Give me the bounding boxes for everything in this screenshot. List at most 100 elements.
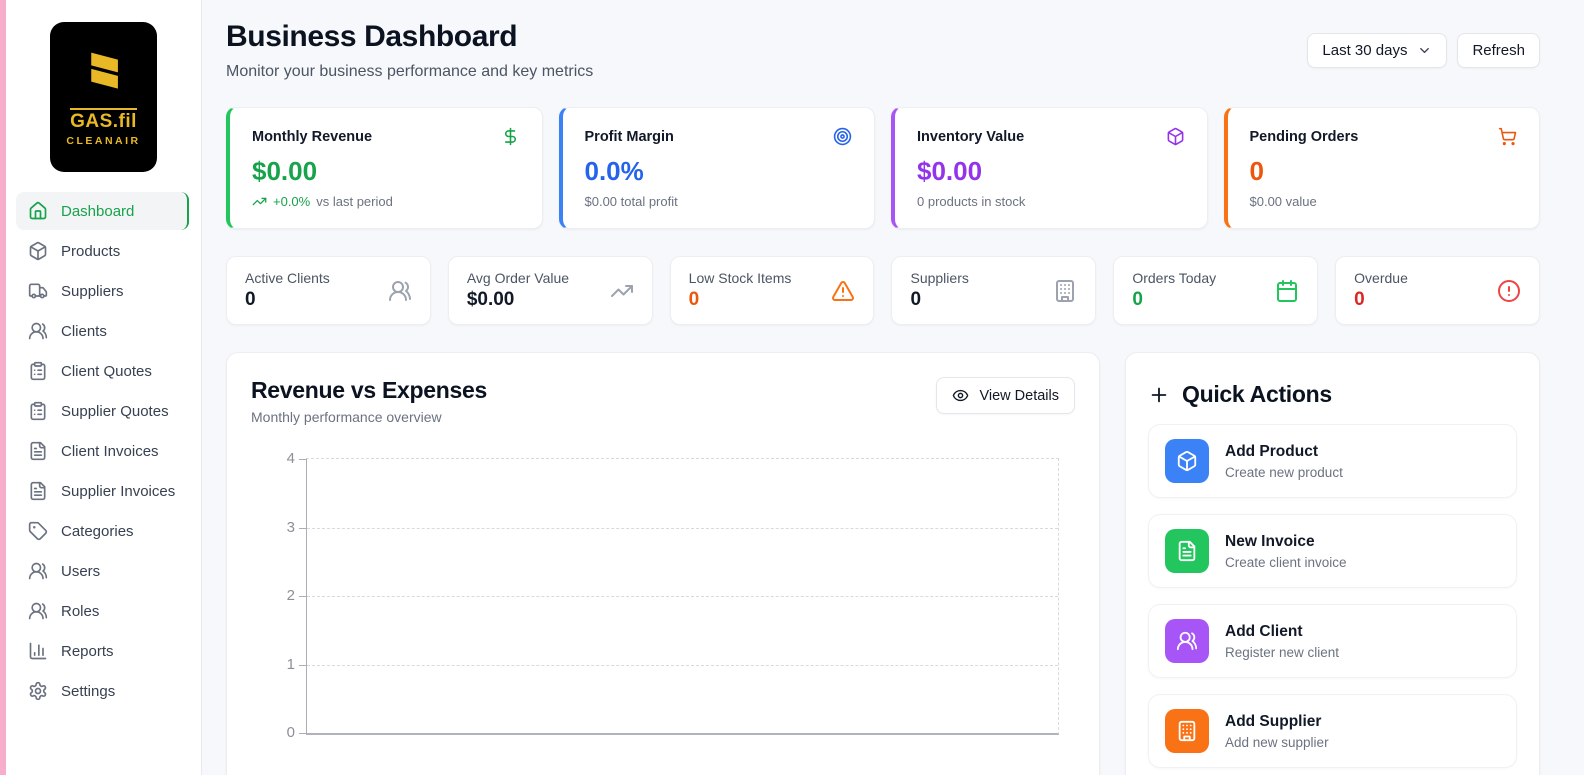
stat-label: Profit Margin: [584, 128, 674, 145]
sidebar-item-supplier-quotes[interactable]: Supplier Quotes: [16, 392, 189, 430]
mini-label: Active Clients: [245, 270, 330, 286]
sidebar-item-label: Supplier Invoices: [61, 482, 176, 500]
logo-zigzag-icon: [90, 52, 118, 89]
logo-text: GAS.fil: [70, 107, 137, 133]
sidebar-item-suppliers[interactable]: Suppliers: [16, 272, 189, 310]
view-details-label: View Details: [979, 387, 1059, 404]
sidebar-item-client-invoices[interactable]: Client Invoices: [16, 432, 189, 470]
company-logo: GAS.fil CLEANAIR: [50, 22, 157, 172]
stat-card-profit-margin: Profit Margin 0.0% $0.00 total profit: [558, 107, 875, 229]
eye-icon: [952, 387, 969, 404]
sidebar-item-label: Client Quotes: [61, 362, 152, 380]
stat-card-pending-orders: Pending Orders 0 $0.00 value: [1223, 107, 1540, 229]
plus-icon: [1148, 384, 1170, 406]
sidebar: GAS.fil CLEANAIR Dashboard Products Supp…: [6, 0, 202, 775]
trending-up-icon: [252, 194, 267, 209]
mini-card-suppliers: Suppliers 0: [891, 256, 1097, 325]
mini-card-low-stock-items: Low Stock Items 0: [669, 256, 875, 325]
stat-value: $0.00: [917, 156, 983, 186]
sidebar-item-label: Reports: [61, 642, 114, 660]
stat-trend: +0.0%: [273, 194, 311, 209]
period-select-value: Last 30 days: [1322, 42, 1408, 59]
view-details-button[interactable]: View Details: [936, 377, 1075, 414]
quick-action-title: Add Product: [1225, 442, 1318, 460]
sidebar-item-label: Products: [61, 242, 121, 260]
mini-card-orders-today: Orders Today 0: [1113, 256, 1319, 325]
stat-value: 0: [1249, 156, 1264, 186]
sidebar-item-client-quotes[interactable]: Client Quotes: [16, 352, 189, 390]
mini-label: Suppliers: [910, 270, 969, 286]
sidebar-item-label: Clients: [61, 322, 107, 340]
users-icon: [28, 321, 48, 341]
quick-action-add-product[interactable]: Add Product Create new product: [1148, 424, 1517, 498]
quick-actions-title: Quick Actions: [1182, 381, 1332, 407]
page-header: Business Dashboard Monitor your business…: [226, 20, 1540, 81]
package-icon: [1166, 127, 1185, 146]
tag-icon: [28, 521, 48, 541]
mini-value: 0: [245, 289, 256, 310]
y-axis-tick-label: 0: [286, 724, 295, 741]
y-axis-tick-label: 3: [286, 518, 295, 536]
mini-card-overdue: Overdue 0: [1335, 256, 1540, 325]
sidebar-item-label: Supplier Quotes: [61, 402, 169, 420]
building-icon: [1165, 709, 1209, 753]
page-title: Business Dashboard: [226, 20, 518, 53]
quick-action-add-supplier[interactable]: Add Supplier Add new supplier: [1148, 694, 1517, 768]
users-icon: [28, 561, 48, 581]
sidebar-item-roles[interactable]: Roles: [16, 592, 189, 630]
mini-value: 0: [910, 289, 922, 310]
quick-action-title: New Invoice: [1225, 532, 1315, 550]
chart-plot-area: 4 3 2 1 0: [287, 450, 1059, 741]
sidebar-item-label: Settings: [61, 682, 116, 700]
refresh-button[interactable]: Refresh: [1457, 33, 1540, 68]
alert-circle-icon: [1497, 279, 1521, 303]
mini-label: Avg Order Value: [466, 270, 570, 286]
sidebar-item-reports[interactable]: Reports: [16, 632, 189, 670]
building-icon: [1053, 279, 1077, 303]
logo-subtext: CLEANAIR: [66, 134, 141, 147]
header-controls: Last 30 days Refresh: [1307, 33, 1540, 68]
quick-action-new-invoice[interactable]: New Invoice Create client invoice: [1148, 514, 1517, 588]
page-accent-strip: [0, 0, 6, 775]
chevron-down-icon: [1417, 43, 1432, 58]
file-text-icon: [28, 441, 48, 461]
quick-action-add-client[interactable]: Add Client Register new client: [1148, 604, 1517, 678]
sidebar-item-supplier-invoices[interactable]: Supplier Invoices: [16, 472, 189, 510]
mini-label: Overdue: [1354, 270, 1408, 286]
users-icon: [388, 279, 412, 303]
bar-chart-icon: [28, 641, 48, 661]
sidebar-item-dashboard[interactable]: Dashboard: [16, 192, 189, 230]
package-icon: [28, 241, 48, 261]
sidebar-item-products[interactable]: Products: [16, 232, 189, 270]
mini-card-active-clients: Active Clients 0: [226, 256, 431, 325]
truck-icon: [28, 281, 48, 301]
stat-value: 0.0%: [584, 156, 644, 186]
mini-value: $0.00: [466, 289, 515, 310]
quick-action-subtitle: Create new product: [1225, 464, 1343, 480]
mini-value: 0: [688, 289, 700, 310]
quick-action-title: Add Supplier: [1225, 712, 1322, 730]
mini-label: Orders Today: [1132, 270, 1217, 286]
sidebar-item-settings[interactable]: Settings: [16, 672, 189, 710]
sidebar-item-label: Client Invoices: [61, 442, 159, 460]
users-icon: [1165, 619, 1209, 663]
revenue-expenses-chart-card: Revenue vs Expenses Monthly performance …: [226, 352, 1100, 775]
stat-label: Pending Orders: [1249, 128, 1359, 145]
gear-icon: [28, 681, 48, 701]
period-select[interactable]: Last 30 days: [1307, 33, 1448, 68]
bottom-section: Revenue vs Expenses Monthly performance …: [226, 352, 1540, 775]
stat-card-monthly-revenue: Monthly Revenue $0.00 +0.0% vs last peri…: [226, 107, 543, 229]
stat-card-inventory-value: Inventory Value $0.00 0 products in stoc…: [891, 107, 1208, 229]
sidebar-item-categories[interactable]: Categories: [16, 512, 189, 550]
clipboard-list-icon: [28, 401, 48, 421]
sidebar-item-label: Users: [61, 562, 101, 580]
main-content: Business Dashboard Monitor your business…: [202, 0, 1584, 775]
mini-cards-row: Active Clients 0 Avg Order Value $0.00 L…: [226, 256, 1540, 325]
stat-value: $0.00: [252, 156, 318, 186]
calendar-icon: [1275, 279, 1299, 303]
quick-action-subtitle: Register new client: [1225, 644, 1340, 660]
stat-cards-row: Monthly Revenue $0.00 +0.0% vs last peri…: [226, 107, 1540, 229]
sidebar-item-label: Dashboard: [61, 202, 135, 220]
sidebar-item-clients[interactable]: Clients: [16, 312, 189, 350]
sidebar-item-users[interactable]: Users: [16, 552, 189, 590]
